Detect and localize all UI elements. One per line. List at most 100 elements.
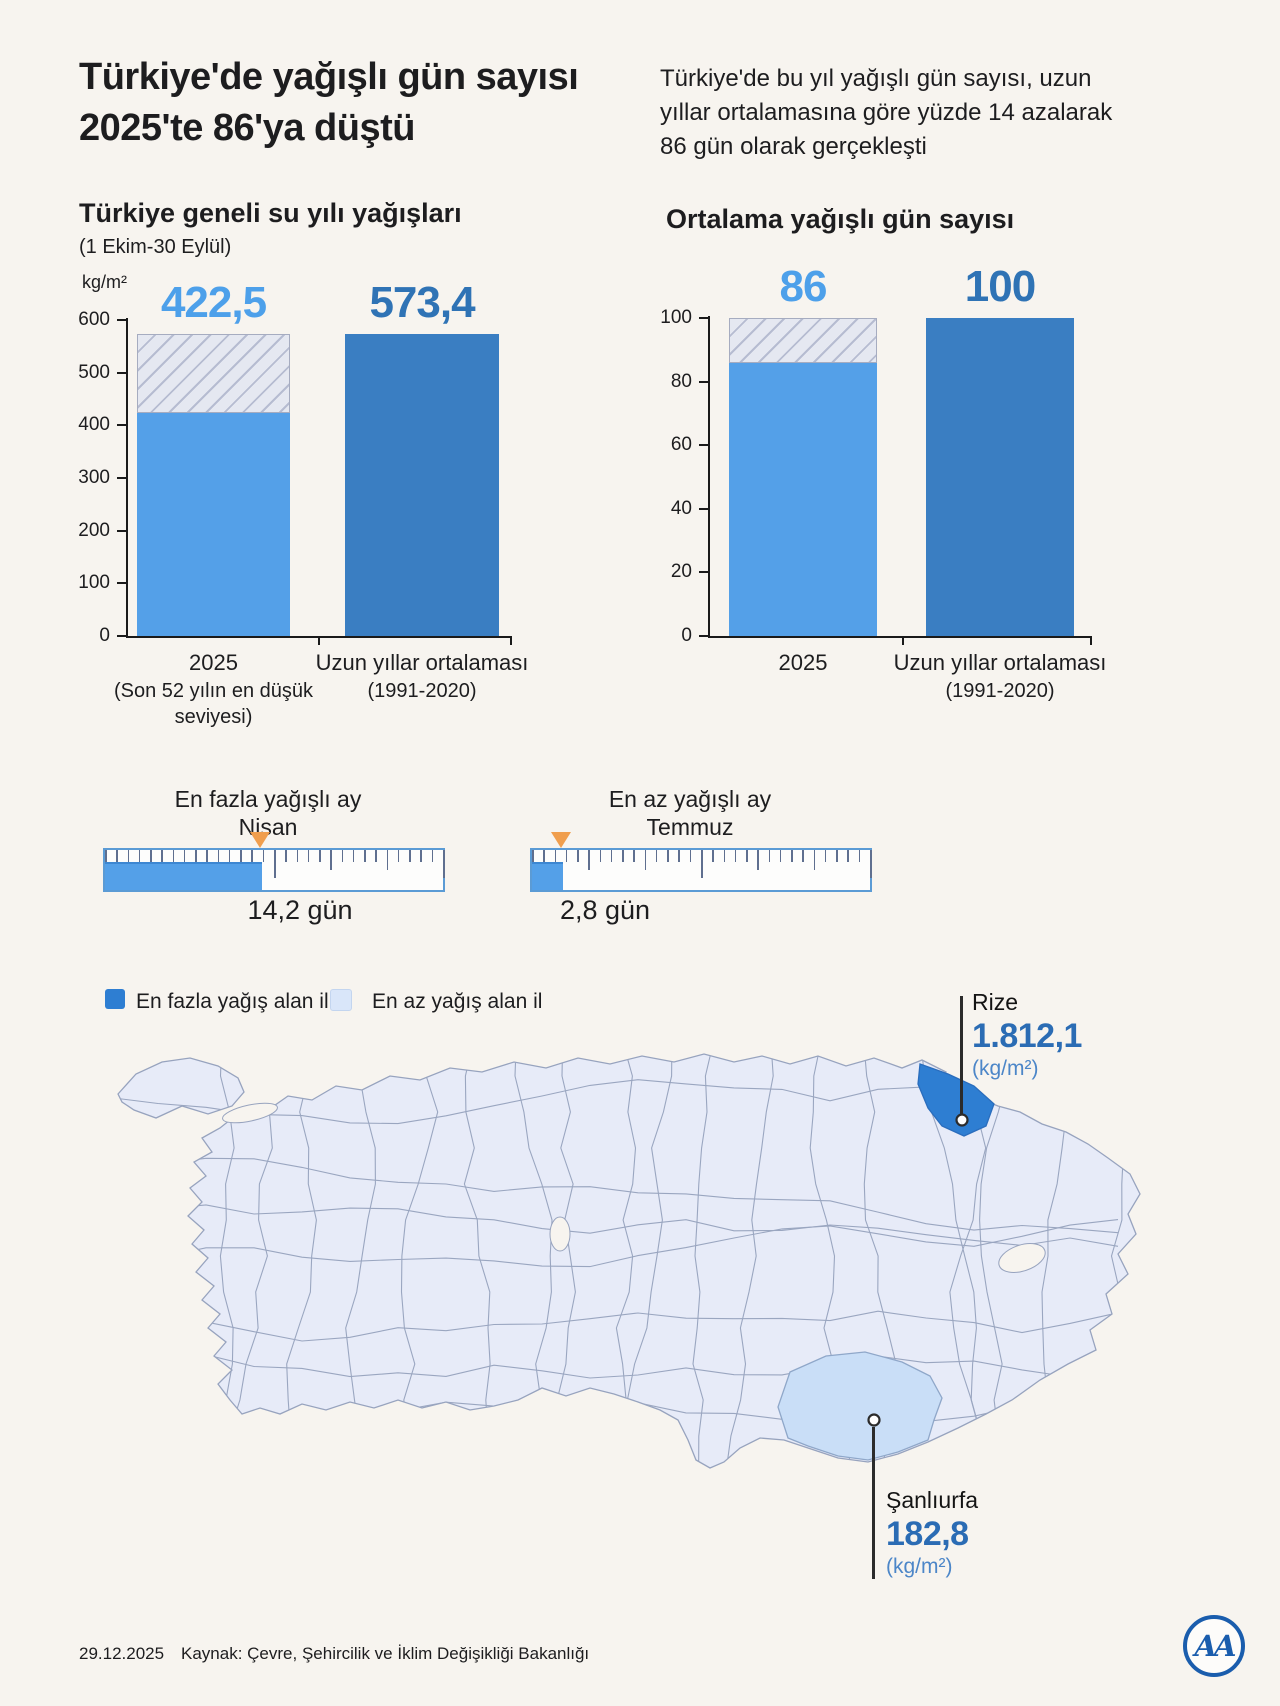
ruler-tick bbox=[116, 850, 118, 862]
y-tick-label: 100 bbox=[78, 572, 110, 594]
ruler-tick bbox=[734, 850, 737, 862]
intro-text: Türkiye'de bu yıl yağışlı gün sayısı, uz… bbox=[660, 62, 1180, 164]
rize-pin-marker bbox=[955, 1113, 969, 1127]
sanliurfa-callout-unit: (kg/m²) bbox=[886, 1555, 953, 1578]
ruler-tick bbox=[409, 850, 411, 862]
ruler-tick bbox=[577, 850, 579, 862]
right-chart-title: Ortalama yağışlı gün sayısı bbox=[666, 204, 1015, 234]
province-border-line bbox=[118, 1219, 1119, 1268]
rize-callout-value: 1.812,1 bbox=[972, 1017, 1082, 1055]
rize-callout-unit: (kg/m²) bbox=[972, 1057, 1039, 1080]
ruler-gauge bbox=[530, 848, 872, 892]
y-axis-line bbox=[708, 316, 710, 638]
ruler-tick bbox=[543, 850, 545, 862]
ruler-tick bbox=[768, 850, 771, 862]
province-sanliurfa-highlight bbox=[777, 1351, 943, 1461]
province-border-line bbox=[118, 1309, 1119, 1342]
ruler-tick bbox=[791, 850, 793, 862]
x-category-label: Uzun yıllar ortalaması bbox=[893, 650, 1107, 675]
ruler-tick bbox=[678, 850, 680, 862]
bar-value-label: 100 bbox=[964, 262, 1036, 311]
y-tick-label: 600 bbox=[78, 309, 110, 330]
sanliurfa-callout-line bbox=[872, 1427, 875, 1579]
ruler-tick bbox=[206, 850, 208, 862]
page-title-line1: Türkiye'de yağışlı gün sayısı bbox=[79, 56, 579, 98]
rize-callout-line bbox=[960, 996, 963, 1115]
intro-line: yıllar ortalamasına göre yüzde 14 azalar… bbox=[660, 99, 1113, 126]
ruler-value-label: 14,2 gün bbox=[247, 895, 353, 925]
ruler-tick bbox=[712, 850, 714, 862]
publish-date: 29.12.2025 bbox=[79, 1644, 165, 1663]
province-border-line bbox=[118, 1199, 1119, 1247]
ruler-tick bbox=[296, 850, 299, 862]
y-tick-mark bbox=[699, 635, 710, 637]
ruler-tick bbox=[870, 850, 872, 878]
y-tick-mark bbox=[699, 380, 710, 383]
deficit-hatch-area bbox=[729, 318, 877, 363]
y-tick-label: 0 bbox=[681, 625, 692, 646]
rize-callout: Rize 1.812,1 (kg/m²) bbox=[972, 988, 1082, 1082]
legend-label-min-rain: En az yağış alan il bbox=[372, 990, 543, 1013]
ruler-tick bbox=[364, 850, 366, 862]
ruler-tick bbox=[757, 850, 759, 870]
ruler-tick bbox=[701, 850, 703, 878]
y-tick-label: 400 bbox=[78, 414, 110, 436]
y-tick-mark bbox=[699, 317, 710, 319]
ruler-tick bbox=[746, 850, 748, 862]
ruler-tick bbox=[161, 850, 163, 870]
ruler-gauge bbox=[103, 848, 445, 892]
ruler-tick bbox=[183, 850, 186, 862]
y-tick-label: 100 bbox=[660, 307, 692, 328]
province-border-line bbox=[400, 1054, 439, 1468]
page-title-line2: 2025'te 86'ya düştü bbox=[79, 107, 415, 149]
ruler-tick bbox=[386, 850, 389, 870]
ruler-tick bbox=[341, 850, 344, 862]
ruler-tick bbox=[240, 850, 242, 862]
x-tick-mark bbox=[510, 638, 512, 645]
lake-van bbox=[998, 1243, 1046, 1273]
y-tick-label: 200 bbox=[78, 519, 110, 541]
ruler-tick bbox=[138, 850, 141, 862]
bar-value-label: 573,4 bbox=[369, 278, 475, 327]
y-tick-mark bbox=[117, 371, 128, 374]
ruler-tick bbox=[802, 850, 804, 862]
bar-value-label: 86 bbox=[779, 262, 828, 311]
y-tick-mark bbox=[699, 571, 710, 574]
ruler-tick bbox=[655, 850, 658, 862]
bar-value-label: 422,5 bbox=[160, 278, 267, 327]
y-tick-label: 80 bbox=[670, 370, 692, 392]
ruler-tick bbox=[779, 850, 782, 862]
y-tick-mark bbox=[117, 424, 128, 427]
ruler-tick bbox=[644, 850, 647, 870]
province-border-line bbox=[725, 1054, 774, 1468]
ruler-title-label: En az yağışlı ay bbox=[608, 786, 772, 812]
x-tick-mark bbox=[1090, 638, 1092, 645]
ruler-tick bbox=[667, 850, 669, 862]
x-axis-line bbox=[126, 636, 512, 638]
sea-of-marmara bbox=[222, 1102, 278, 1124]
ruler-tick bbox=[420, 850, 422, 862]
lake-tuz bbox=[549, 1216, 571, 1252]
y-tick-mark bbox=[117, 635, 128, 637]
x-category-label: Uzun yıllar ortalaması bbox=[315, 650, 529, 675]
left-chart-subtitle: (1 Ekim-30 Eylül) bbox=[79, 236, 232, 258]
ruler-tick bbox=[319, 850, 321, 862]
ruler-tick bbox=[858, 850, 861, 862]
ruler-tick bbox=[431, 850, 434, 862]
aa-agency-logo: AA bbox=[1183, 1615, 1245, 1677]
rize-callout-name: Rize bbox=[972, 989, 1019, 1015]
ruler-tick bbox=[195, 850, 197, 862]
ruler-tick bbox=[633, 850, 635, 862]
y-tick-label: 20 bbox=[670, 561, 692, 583]
x-category-label: 2025 bbox=[778, 650, 828, 675]
y-tick-label: 60 bbox=[670, 434, 692, 456]
x-category-note: (1991-2020) bbox=[945, 680, 1055, 702]
ruler-tick bbox=[836, 850, 838, 862]
ruler-tick bbox=[443, 850, 445, 878]
ruler-title-label: En fazla yağışlı ay bbox=[174, 786, 362, 812]
sanliurfa-callout-name: Şanlıurfa bbox=[886, 1487, 979, 1513]
ruler-tick bbox=[285, 850, 287, 862]
ruler-tick bbox=[330, 850, 332, 870]
legend-swatch-max-rain bbox=[105, 989, 125, 1009]
ruler-tick bbox=[723, 850, 726, 862]
